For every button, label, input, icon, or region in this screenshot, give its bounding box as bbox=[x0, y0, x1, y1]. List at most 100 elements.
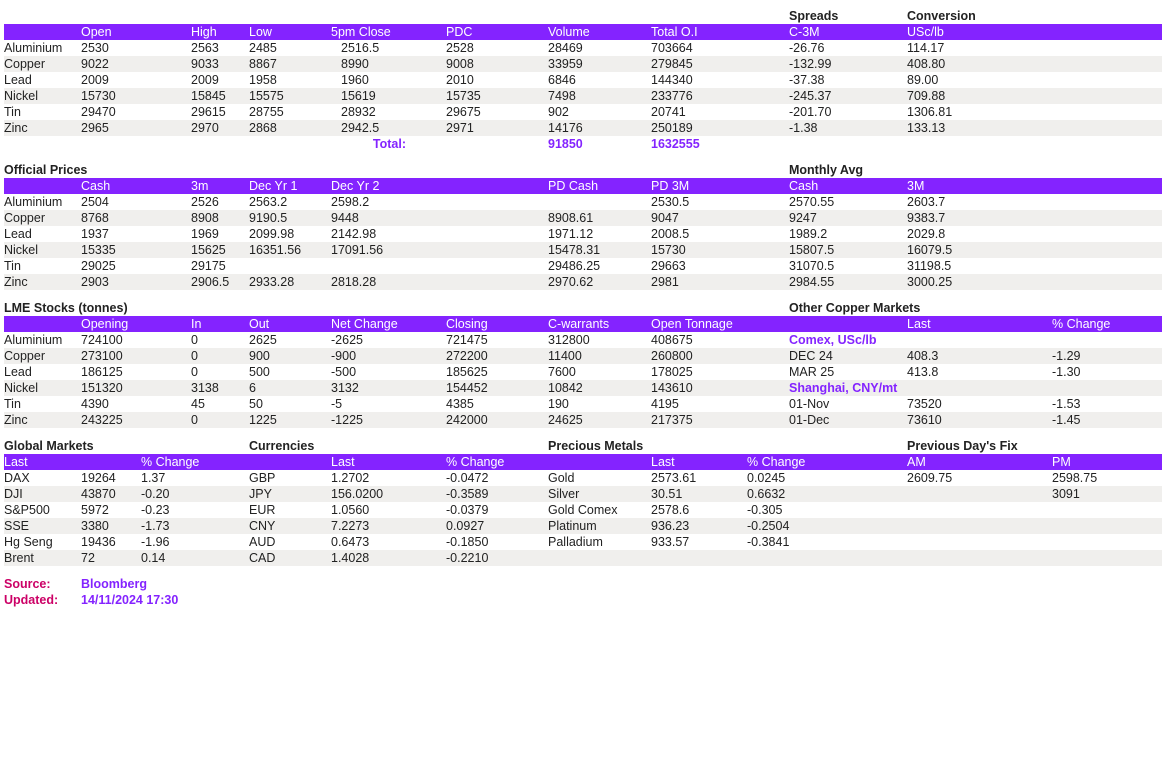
table-cell: 250189 bbox=[651, 120, 789, 136]
table-cell: Tin bbox=[4, 396, 81, 412]
table-cell: -0.2210 bbox=[446, 550, 548, 566]
table-cell: 1.4028 bbox=[331, 550, 446, 566]
table-cell: 9008 bbox=[446, 56, 548, 72]
table-cell: % Change bbox=[1052, 316, 1162, 332]
cur-chg-hdr: % Change bbox=[446, 454, 548, 470]
table-cell: CNY bbox=[249, 518, 331, 534]
table-cell: 14176 bbox=[548, 120, 651, 136]
table-cell: 2573.61 bbox=[651, 470, 747, 486]
markets-table: Global Markets Currencies Precious Metal… bbox=[4, 438, 1162, 566]
table-cell: Gold bbox=[548, 470, 651, 486]
table-cell: 2485 bbox=[249, 40, 331, 56]
table-cell: 28932 bbox=[331, 104, 446, 120]
fix-am-hdr: AM bbox=[907, 454, 1052, 470]
table-cell: 144340 bbox=[651, 72, 789, 88]
table-cell: 24625 bbox=[548, 412, 651, 428]
table-cell: Silver bbox=[548, 486, 651, 502]
table-cell: 154452 bbox=[446, 380, 548, 396]
currencies-title: Currencies bbox=[249, 438, 548, 454]
table-cell bbox=[446, 274, 548, 290]
table-cell: 2984.55 bbox=[789, 274, 907, 290]
table-cell: -1.45 bbox=[1052, 412, 1162, 428]
table-cell: -1.53 bbox=[1052, 396, 1162, 412]
table-cell: 2598.75 bbox=[1052, 470, 1162, 486]
table-cell: Out bbox=[249, 316, 331, 332]
table-cell: 1.2702 bbox=[331, 470, 446, 486]
table-cell: 2504 bbox=[81, 194, 191, 210]
table-cell: 724100 bbox=[81, 332, 191, 348]
table-cell: Copper bbox=[4, 210, 81, 226]
table-cell: 3091 bbox=[1052, 486, 1162, 502]
table-row: Copper9022903388678990900833959279845-13… bbox=[4, 56, 1162, 72]
table-cell: -1.96 bbox=[141, 534, 249, 550]
table-cell: Cash bbox=[789, 178, 907, 194]
table-cell: 2526 bbox=[191, 194, 249, 210]
table-cell: 7498 bbox=[548, 88, 651, 104]
table-row: Brent720.14CAD1.4028-0.2210 bbox=[4, 550, 1162, 566]
table-cell bbox=[747, 550, 907, 566]
table-cell bbox=[331, 258, 446, 274]
table-cell: 50 bbox=[249, 396, 331, 412]
table-cell: 4195 bbox=[651, 396, 789, 412]
table-cell: Nickel bbox=[4, 380, 81, 396]
table-cell: 2563.2 bbox=[249, 194, 331, 210]
table-cell: 16079.5 bbox=[907, 242, 1162, 258]
total-volume: 91850 bbox=[548, 136, 651, 152]
table-cell: 190 bbox=[548, 396, 651, 412]
table-cell: USc/lb bbox=[907, 24, 1162, 40]
table-cell: 9022 bbox=[81, 56, 191, 72]
table-cell bbox=[446, 242, 548, 258]
official-prices-title: Official Prices bbox=[4, 162, 789, 178]
table-cell: 1.0560 bbox=[331, 502, 446, 518]
table-cell: -1.38 bbox=[789, 120, 907, 136]
table-cell: 0.14 bbox=[141, 550, 249, 566]
table-cell: 3M bbox=[907, 178, 1162, 194]
table-cell: 2010 bbox=[446, 72, 548, 88]
table-cell: 2009 bbox=[81, 72, 191, 88]
table-row: Aluminium250425262563.22598.22530.52570.… bbox=[4, 194, 1162, 210]
updated-label: Updated: bbox=[4, 592, 81, 608]
table-cell: 72 bbox=[81, 550, 141, 566]
table-cell bbox=[548, 550, 651, 566]
table-cell: 6846 bbox=[548, 72, 651, 88]
official-prices-table: Official Prices Monthly Avg Cash3mDec Yr… bbox=[4, 162, 1162, 290]
table-cell: 7600 bbox=[548, 364, 651, 380]
table-cell: 19264 bbox=[81, 470, 141, 486]
table-cell: 500 bbox=[249, 364, 331, 380]
table-cell: -0.0379 bbox=[446, 502, 548, 518]
table-cell bbox=[1052, 518, 1162, 534]
table-cell: 2563 bbox=[191, 40, 249, 56]
table-cell: 8867 bbox=[249, 56, 331, 72]
table-cell: 0 bbox=[191, 348, 249, 364]
table-cell: 28469 bbox=[548, 40, 651, 56]
table-cell: -132.99 bbox=[789, 56, 907, 72]
updated-value: 14/11/2024 17:30 bbox=[81, 592, 178, 608]
table-cell bbox=[907, 332, 1052, 348]
table-cell: 20741 bbox=[651, 104, 789, 120]
footer-table: Source: Bloomberg Updated: 14/11/2024 17… bbox=[4, 576, 178, 608]
table-cell: 43870 bbox=[81, 486, 141, 502]
table-cell: Tin bbox=[4, 104, 81, 120]
table-cell: 15575 bbox=[249, 88, 331, 104]
table-cell: -1.29 bbox=[1052, 348, 1162, 364]
table-cell: -0.1850 bbox=[446, 534, 548, 550]
table-cell: Open Tonnage bbox=[651, 316, 789, 332]
table-cell: 15730 bbox=[81, 88, 191, 104]
table-cell: Gold Comex bbox=[548, 502, 651, 518]
table-cell bbox=[651, 550, 747, 566]
table-cell bbox=[4, 178, 81, 194]
table-cell: DJI bbox=[4, 486, 81, 502]
table-cell: 4390 bbox=[81, 396, 191, 412]
table-cell: 2609.75 bbox=[907, 470, 1052, 486]
table-cell: 2099.98 bbox=[249, 226, 331, 242]
table-cell: -0.2504 bbox=[747, 518, 907, 534]
table-cell bbox=[907, 486, 1052, 502]
table-cell bbox=[907, 534, 1052, 550]
table-cell: In bbox=[191, 316, 249, 332]
table-cell: 1969 bbox=[191, 226, 249, 242]
table-row: Lead193719692099.982142.981971.122008.51… bbox=[4, 226, 1162, 242]
table-cell: 15845 bbox=[191, 88, 249, 104]
table-cell bbox=[548, 194, 651, 210]
table-cell: 2868 bbox=[249, 120, 331, 136]
table-cell: Platinum bbox=[548, 518, 651, 534]
